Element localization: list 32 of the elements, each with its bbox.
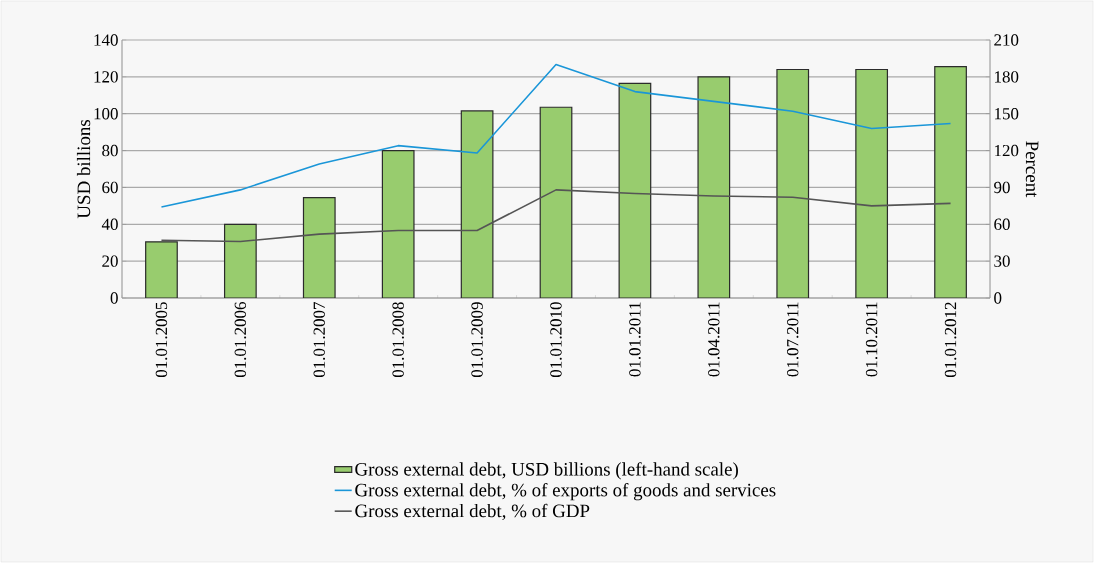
y2-tick-label: 180: [995, 71, 1019, 83]
legend-label: Gross external debt, % of GDP: [355, 503, 590, 520]
y-axis-title: USD billions: [76, 119, 91, 219]
x-tick-label: 01.01.2005: [155, 302, 168, 378]
y-tick-label: 0: [110, 292, 118, 304]
x-tick-label: 01.01.2006: [234, 302, 247, 378]
y2-tick-label: 60: [994, 218, 1010, 230]
legend-label: Gross external debt, % of exports of goods and services: [355, 482, 776, 501]
x-tick-label: 01.01.2011: [629, 302, 641, 377]
y2-tick-label: 150: [995, 108, 1019, 120]
legend-label: Gross external debt, USD billions (left-hand scale): [355, 462, 738, 480]
x-tick-label: 01.01.2010: [550, 302, 562, 378]
y2-tick-label: 30: [994, 255, 1010, 267]
y2-tick-label: 90: [994, 181, 1010, 194]
x-tick-label: 01.01.2008: [392, 302, 404, 378]
x-tick-label: 01.04.2011: [708, 302, 720, 377]
y-tick-label: 20: [102, 255, 118, 267]
x-tick-label: 01.10.2011: [865, 302, 878, 377]
x-tick-label: 01.01.2007: [313, 302, 326, 378]
y2-tick-label: 210: [994, 34, 1019, 46]
x-tick-label: 01.01.2009: [471, 302, 483, 378]
y-tick-label: 40: [101, 218, 118, 230]
y-tick-label: 120: [94, 71, 118, 83]
x-tick-label: 01.07.2011: [786, 302, 799, 377]
x-tick-label: 01.01.2012: [944, 302, 957, 378]
y2-tick-label: 0: [994, 292, 1002, 304]
y2-tick-label: 120: [995, 144, 1019, 157]
y-tick-label: 80: [102, 144, 118, 157]
y-tick-label: 140: [94, 34, 118, 46]
y-tick-label: 100: [94, 107, 118, 120]
y-tick-label: 60: [102, 181, 118, 194]
y2-axis-title: Percent: [1025, 141, 1039, 198]
